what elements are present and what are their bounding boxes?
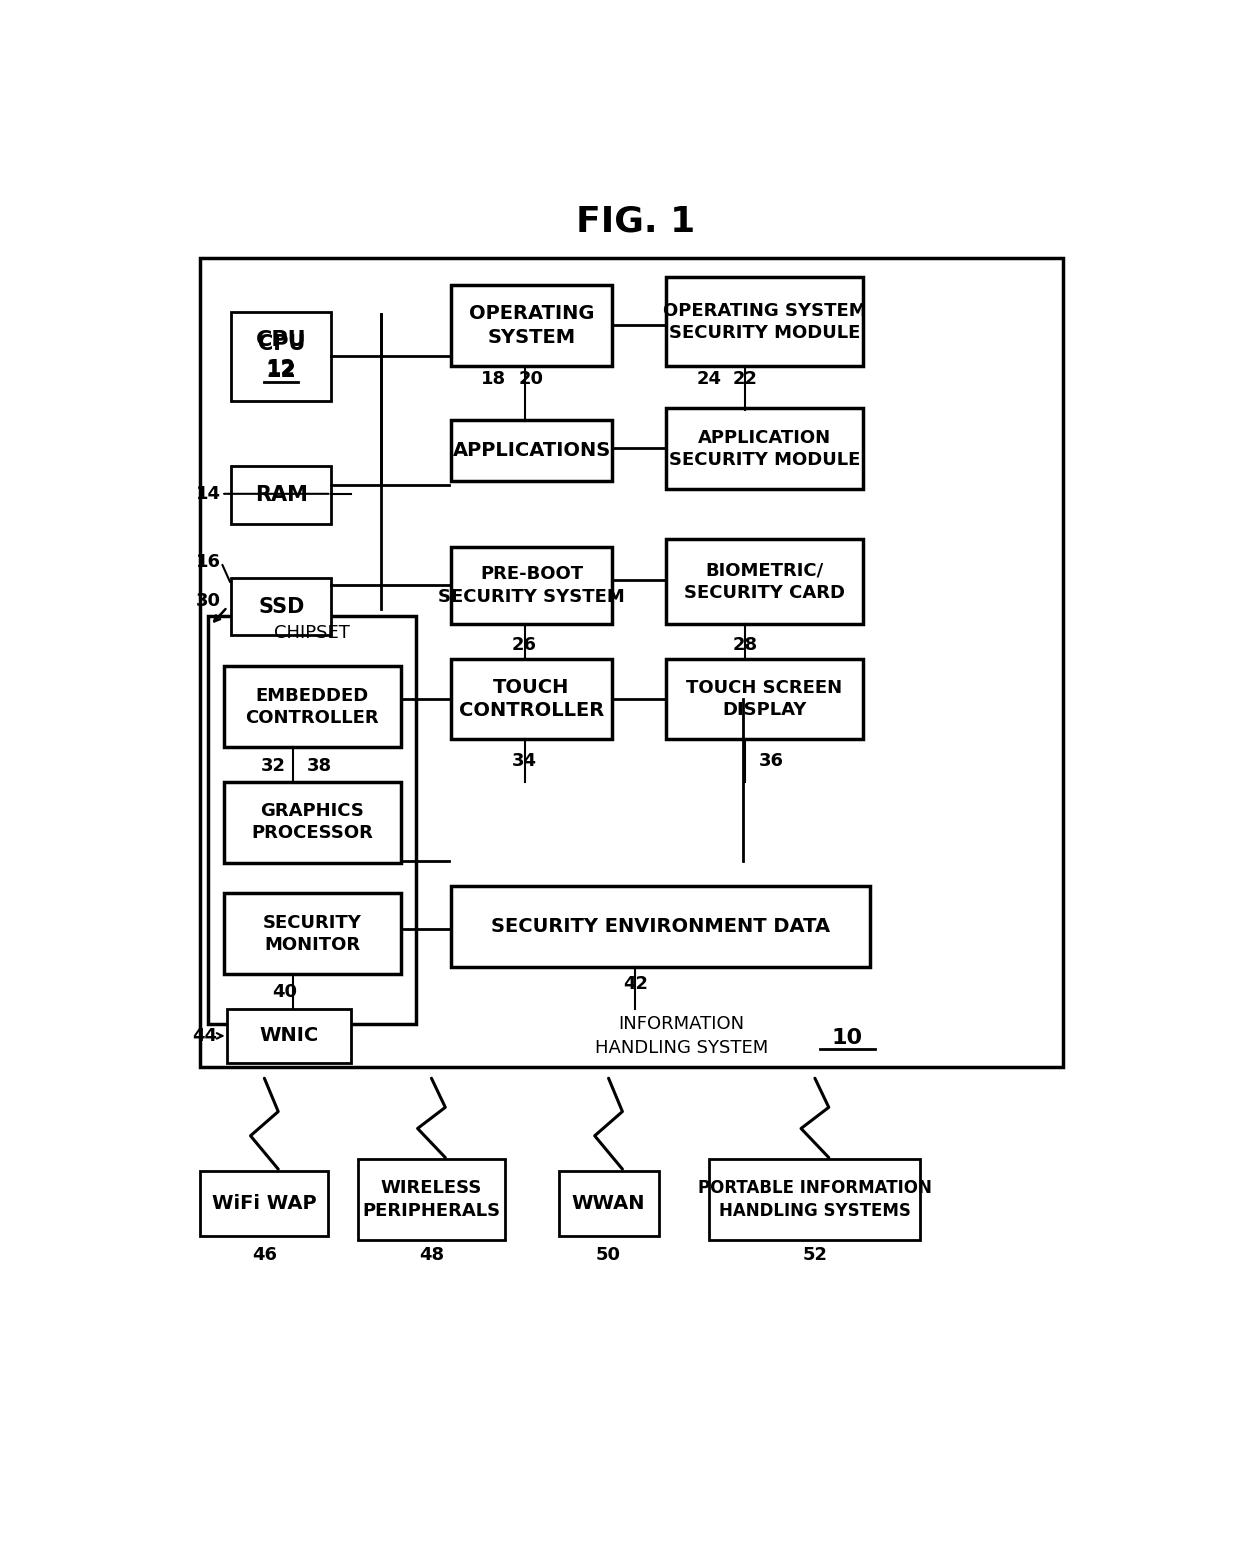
Text: APPLICATION
SECURITY MODULE: APPLICATION SECURITY MODULE [668,429,861,469]
Text: GRAPHICS
PROCESSOR: GRAPHICS PROCESSOR [252,802,373,842]
Text: 46: 46 [252,1246,277,1264]
Text: RAM: RAM [255,486,308,504]
Text: FIG. 1: FIG. 1 [575,205,696,239]
Text: SSD: SSD [258,597,305,617]
Text: 16: 16 [196,554,221,572]
Text: 20: 20 [520,370,544,389]
Text: 28: 28 [733,637,758,654]
Text: OPERATING
SYSTEM: OPERATING SYSTEM [469,304,594,347]
Text: 32: 32 [262,757,286,776]
Bar [450,885,870,967]
Text: TOUCH SCREEN
DISPLAY: TOUCH SCREEN DISPLAY [687,678,842,719]
Text: SECURITY
MONITOR: SECURITY MONITOR [263,914,362,954]
Text: INFORMATION
HANDLING SYSTEM: INFORMATION HANDLING SYSTEM [595,1015,769,1056]
Bar [666,658,863,740]
Text: 52: 52 [802,1246,827,1264]
Text: 40: 40 [273,982,298,1001]
Text: 24: 24 [696,370,722,389]
Bar [450,547,613,625]
Text: SECURITY ENVIRONMENT DATA: SECURITY ENVIRONMENT DATA [491,916,830,936]
Text: BIOMETRIC/
SECURITY CARD: BIOMETRIC/ SECURITY CARD [684,561,844,601]
Text: OPERATING SYSTEM
SECURITY MODULE: OPERATING SYSTEM SECURITY MODULE [662,302,867,342]
Text: 38: 38 [308,757,332,776]
Bar [227,1008,351,1062]
Text: PORTABLE INFORMATION
HANDLING SYSTEMS: PORTABLE INFORMATION HANDLING SYSTEMS [698,1180,931,1220]
Text: TOUCH
CONTROLLER: TOUCH CONTROLLER [459,678,604,720]
Text: CPU
12: CPU 12 [258,335,305,379]
Bar [666,409,863,489]
Bar [223,666,401,748]
Text: 42: 42 [622,975,649,993]
Bar [558,1170,658,1237]
Bar [708,1160,920,1240]
Bar [666,540,863,625]
Bar [666,278,863,365]
Text: EMBEDDED
CONTROLLER: EMBEDDED CONTROLLER [246,686,379,726]
Text: 44: 44 [192,1027,217,1045]
Text: 30: 30 [196,592,221,609]
Bar [450,285,613,365]
Bar [450,658,613,740]
Text: APPLICATIONS: APPLICATIONS [453,441,610,460]
Text: PRE-BOOT
SECURITY SYSTEM: PRE-BOOT SECURITY SYSTEM [438,566,625,606]
Bar [223,782,401,862]
Bar [231,466,331,524]
Text: 26: 26 [512,637,537,654]
Text: 12: 12 [265,361,296,381]
Bar [201,258,1063,1067]
Text: 36: 36 [759,752,784,769]
Text: CHIPSET: CHIPSET [274,625,350,641]
Text: WWAN: WWAN [572,1194,645,1214]
Bar [231,578,331,635]
Bar [231,311,331,401]
Text: WIRELESS
PERIPHERALS: WIRELESS PERIPHERALS [362,1180,501,1220]
Text: 22: 22 [733,370,758,389]
Bar [223,893,401,975]
Text: 34: 34 [512,752,537,769]
Text: 14: 14 [196,484,221,503]
Bar [358,1160,505,1240]
Text: 10: 10 [832,1029,863,1049]
Text: WNIC: WNIC [259,1027,319,1045]
Bar [208,617,417,1024]
Text: 48: 48 [419,1246,444,1264]
Text: WiFi WAP: WiFi WAP [212,1194,316,1214]
Bar [201,1170,327,1237]
Text: 50: 50 [596,1246,621,1264]
Bar [450,419,613,481]
Text: 18: 18 [480,370,506,389]
Text: CPU: CPU [255,330,306,350]
